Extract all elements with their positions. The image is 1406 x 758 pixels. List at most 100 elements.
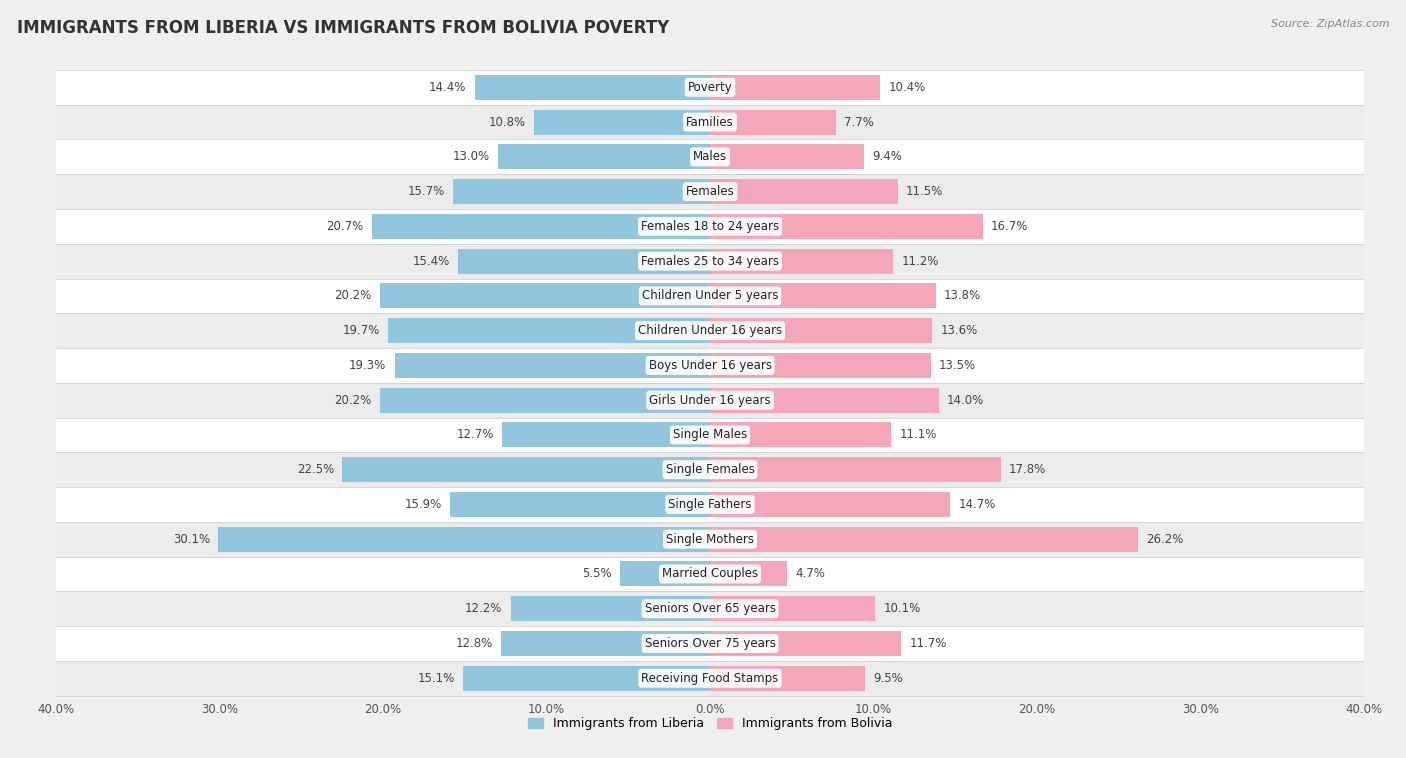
Bar xyxy=(710,666,865,691)
Bar xyxy=(502,422,710,447)
Bar xyxy=(56,244,1364,278)
Text: Poverty: Poverty xyxy=(688,81,733,94)
Bar xyxy=(56,626,1364,661)
Text: Females 18 to 24 years: Females 18 to 24 years xyxy=(641,220,779,233)
Text: 16.7%: 16.7% xyxy=(991,220,1029,233)
Text: Males: Males xyxy=(693,150,727,164)
Text: 20.2%: 20.2% xyxy=(335,290,371,302)
Text: 9.5%: 9.5% xyxy=(873,672,903,684)
Bar xyxy=(710,597,875,622)
Bar xyxy=(380,283,710,309)
Bar xyxy=(710,562,787,587)
Text: Children Under 16 years: Children Under 16 years xyxy=(638,324,782,337)
Text: 12.2%: 12.2% xyxy=(465,602,502,615)
Bar xyxy=(56,313,1364,348)
Bar xyxy=(56,661,1364,696)
Bar xyxy=(710,387,939,412)
Text: 13.0%: 13.0% xyxy=(453,150,489,164)
Bar xyxy=(710,353,931,378)
Text: 14.7%: 14.7% xyxy=(959,498,995,511)
Bar xyxy=(56,522,1364,556)
Bar xyxy=(371,214,710,239)
Bar xyxy=(56,348,1364,383)
Text: 10.4%: 10.4% xyxy=(889,81,925,94)
Bar xyxy=(458,249,710,274)
Bar xyxy=(463,666,710,691)
Text: Seniors Over 65 years: Seniors Over 65 years xyxy=(644,602,776,615)
Text: 14.0%: 14.0% xyxy=(948,393,984,407)
Text: 15.4%: 15.4% xyxy=(413,255,450,268)
Text: Children Under 5 years: Children Under 5 years xyxy=(641,290,779,302)
Text: Source: ZipAtlas.com: Source: ZipAtlas.com xyxy=(1271,19,1389,29)
Text: Single Males: Single Males xyxy=(673,428,747,441)
Bar xyxy=(710,214,983,239)
Text: 7.7%: 7.7% xyxy=(844,116,875,129)
Text: 5.5%: 5.5% xyxy=(582,568,612,581)
Text: 11.5%: 11.5% xyxy=(905,185,943,198)
Text: Married Couples: Married Couples xyxy=(662,568,758,581)
Bar xyxy=(56,487,1364,522)
Text: 4.7%: 4.7% xyxy=(794,568,825,581)
Bar xyxy=(56,174,1364,209)
Bar xyxy=(501,631,710,656)
Text: 10.1%: 10.1% xyxy=(883,602,921,615)
Text: 30.1%: 30.1% xyxy=(173,533,209,546)
Bar xyxy=(510,597,710,622)
Bar xyxy=(710,249,893,274)
Text: Single Mothers: Single Mothers xyxy=(666,533,754,546)
Text: 17.8%: 17.8% xyxy=(1010,463,1046,476)
Bar xyxy=(710,144,863,169)
Bar xyxy=(710,179,898,204)
Bar xyxy=(56,453,1364,487)
Text: 15.7%: 15.7% xyxy=(408,185,446,198)
Text: Single Fathers: Single Fathers xyxy=(668,498,752,511)
Text: 12.7%: 12.7% xyxy=(457,428,495,441)
Text: IMMIGRANTS FROM LIBERIA VS IMMIGRANTS FROM BOLIVIA POVERTY: IMMIGRANTS FROM LIBERIA VS IMMIGRANTS FR… xyxy=(17,19,669,37)
Bar xyxy=(380,387,710,412)
Text: 9.4%: 9.4% xyxy=(872,150,901,164)
Bar xyxy=(56,591,1364,626)
Bar xyxy=(395,353,710,378)
Text: 10.8%: 10.8% xyxy=(488,116,526,129)
Bar xyxy=(710,110,837,135)
Bar xyxy=(710,318,932,343)
Text: 11.7%: 11.7% xyxy=(910,637,946,650)
Bar xyxy=(533,110,710,135)
Text: 15.9%: 15.9% xyxy=(405,498,441,511)
Bar xyxy=(710,283,935,309)
Text: 19.7%: 19.7% xyxy=(343,324,380,337)
Text: 15.1%: 15.1% xyxy=(418,672,456,684)
Bar xyxy=(710,75,880,100)
Text: 20.7%: 20.7% xyxy=(326,220,364,233)
Bar xyxy=(56,139,1364,174)
Bar xyxy=(710,492,950,517)
Bar xyxy=(56,105,1364,139)
Text: Girls Under 16 years: Girls Under 16 years xyxy=(650,393,770,407)
Text: Seniors Over 75 years: Seniors Over 75 years xyxy=(644,637,776,650)
Bar xyxy=(56,383,1364,418)
Text: Boys Under 16 years: Boys Under 16 years xyxy=(648,359,772,372)
Text: 12.8%: 12.8% xyxy=(456,637,492,650)
Text: 22.5%: 22.5% xyxy=(297,463,335,476)
Text: 20.2%: 20.2% xyxy=(335,393,371,407)
Bar xyxy=(450,492,710,517)
Bar xyxy=(710,527,1139,552)
Text: 13.6%: 13.6% xyxy=(941,324,977,337)
Bar xyxy=(710,422,891,447)
Bar xyxy=(56,556,1364,591)
Bar xyxy=(56,278,1364,313)
Bar xyxy=(218,527,710,552)
Text: 14.4%: 14.4% xyxy=(429,81,467,94)
Bar xyxy=(453,179,710,204)
Bar xyxy=(56,209,1364,244)
Text: Females: Females xyxy=(686,185,734,198)
Text: 13.8%: 13.8% xyxy=(943,290,981,302)
Text: 19.3%: 19.3% xyxy=(349,359,387,372)
Text: Receiving Food Stamps: Receiving Food Stamps xyxy=(641,672,779,684)
Text: Single Females: Single Females xyxy=(665,463,755,476)
Bar xyxy=(498,144,710,169)
Bar xyxy=(710,457,1001,482)
Text: Families: Families xyxy=(686,116,734,129)
Text: Females 25 to 34 years: Females 25 to 34 years xyxy=(641,255,779,268)
Bar xyxy=(475,75,710,100)
